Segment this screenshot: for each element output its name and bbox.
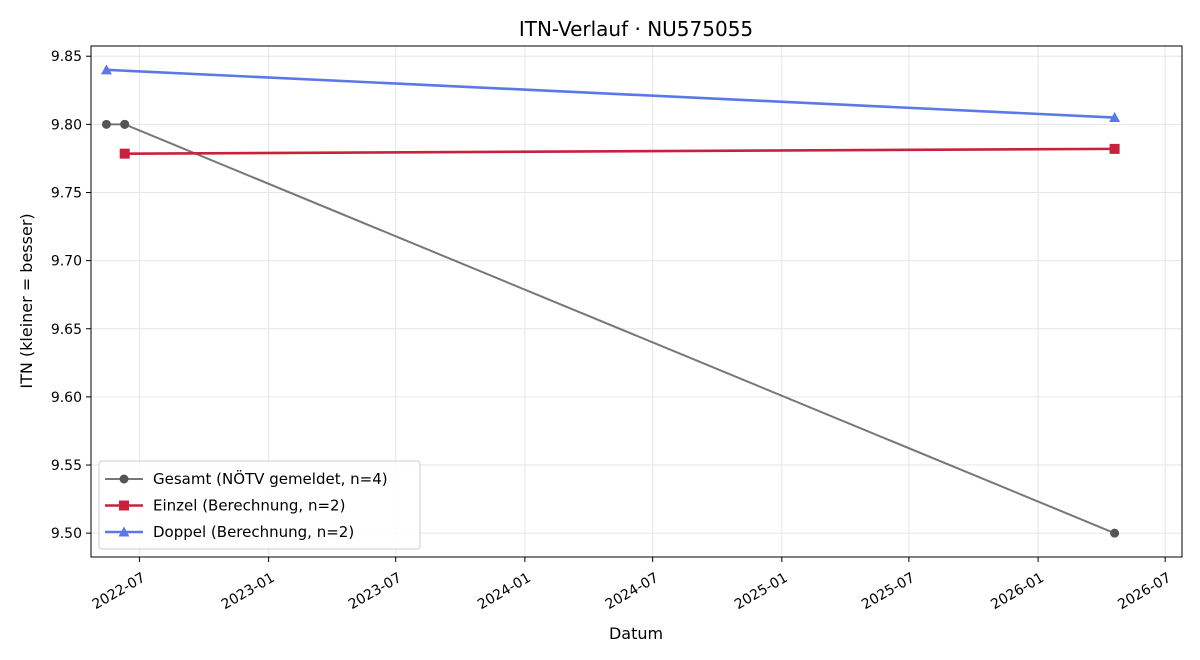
series-line	[124, 147, 1115, 155]
data-point	[1109, 143, 1120, 154]
series-layer	[100, 64, 1121, 538]
legend-item: Gesamt (NÖTV gemeldet, n=4)	[105, 469, 388, 488]
legend-marker	[118, 526, 130, 537]
x-tick-label: 2026-07	[1115, 570, 1174, 613]
chart-title: ITN-Verlauf · NU575055	[519, 17, 753, 41]
x-tick-label: 2024-01	[475, 570, 534, 613]
x-tick-label: 2023-07	[346, 570, 405, 613]
legend-box	[98, 460, 421, 550]
y-tick-label: 9.70	[51, 254, 82, 270]
y-tick-label: 9.60	[51, 390, 82, 406]
y-tick-label: 9.75	[51, 185, 82, 201]
y-axis-label: ITN (kleiner = besser)	[17, 213, 36, 388]
series-3	[100, 64, 1121, 123]
legend-item: Doppel (Berechnung, n=2)	[105, 523, 354, 541]
series-1	[101, 119, 1120, 538]
data-point	[120, 119, 130, 129]
x-tick-label: 2024-07	[603, 570, 662, 613]
series-2	[119, 143, 1120, 159]
series-line	[106, 68, 1115, 119]
plot-frame	[90, 45, 1183, 558]
x-tick-label: 2026-01	[988, 570, 1047, 613]
legend-label: Doppel (Berechnung, n=2)	[153, 523, 354, 541]
data-point	[1110, 528, 1120, 538]
data-point	[100, 64, 112, 75]
legend-label: Einzel (Berechnung, n=2)	[153, 497, 345, 515]
y-tick-label: 9.85	[51, 49, 82, 65]
legend-marker	[119, 474, 129, 484]
legend-item: Einzel (Berechnung, n=2)	[105, 497, 345, 515]
y-tick-label: 9.65	[51, 322, 82, 338]
x-tick-label: 2025-07	[859, 570, 918, 613]
y-axis: 9.50 9.55 9.60 9.65 9.70 9.75 9.80 9.85	[51, 49, 91, 542]
data-point	[1109, 112, 1121, 123]
y-tick-label: 9.55	[51, 458, 82, 474]
data-point	[119, 148, 130, 159]
y-tick-label: 9.50	[51, 526, 82, 542]
y-tick-label: 9.80	[51, 117, 82, 133]
x-tick-label: 2023-01	[219, 570, 278, 613]
x-axis-label: Datum	[609, 624, 663, 643]
legend-label: Gesamt (NÖTV gemeldet, n=4)	[153, 469, 388, 488]
legend: Gesamt (NÖTV gemeldet, n=4) Einzel (Berec…	[98, 460, 421, 550]
x-tick-label: 2022-07	[90, 570, 149, 613]
data-point	[101, 119, 111, 129]
x-axis: 2022-07 2023-01 2023-07 2024-01 2024-07 2025-…	[90, 557, 1174, 613]
x-tick-label: 2025-01	[732, 570, 791, 613]
legend-marker	[119, 500, 129, 511]
